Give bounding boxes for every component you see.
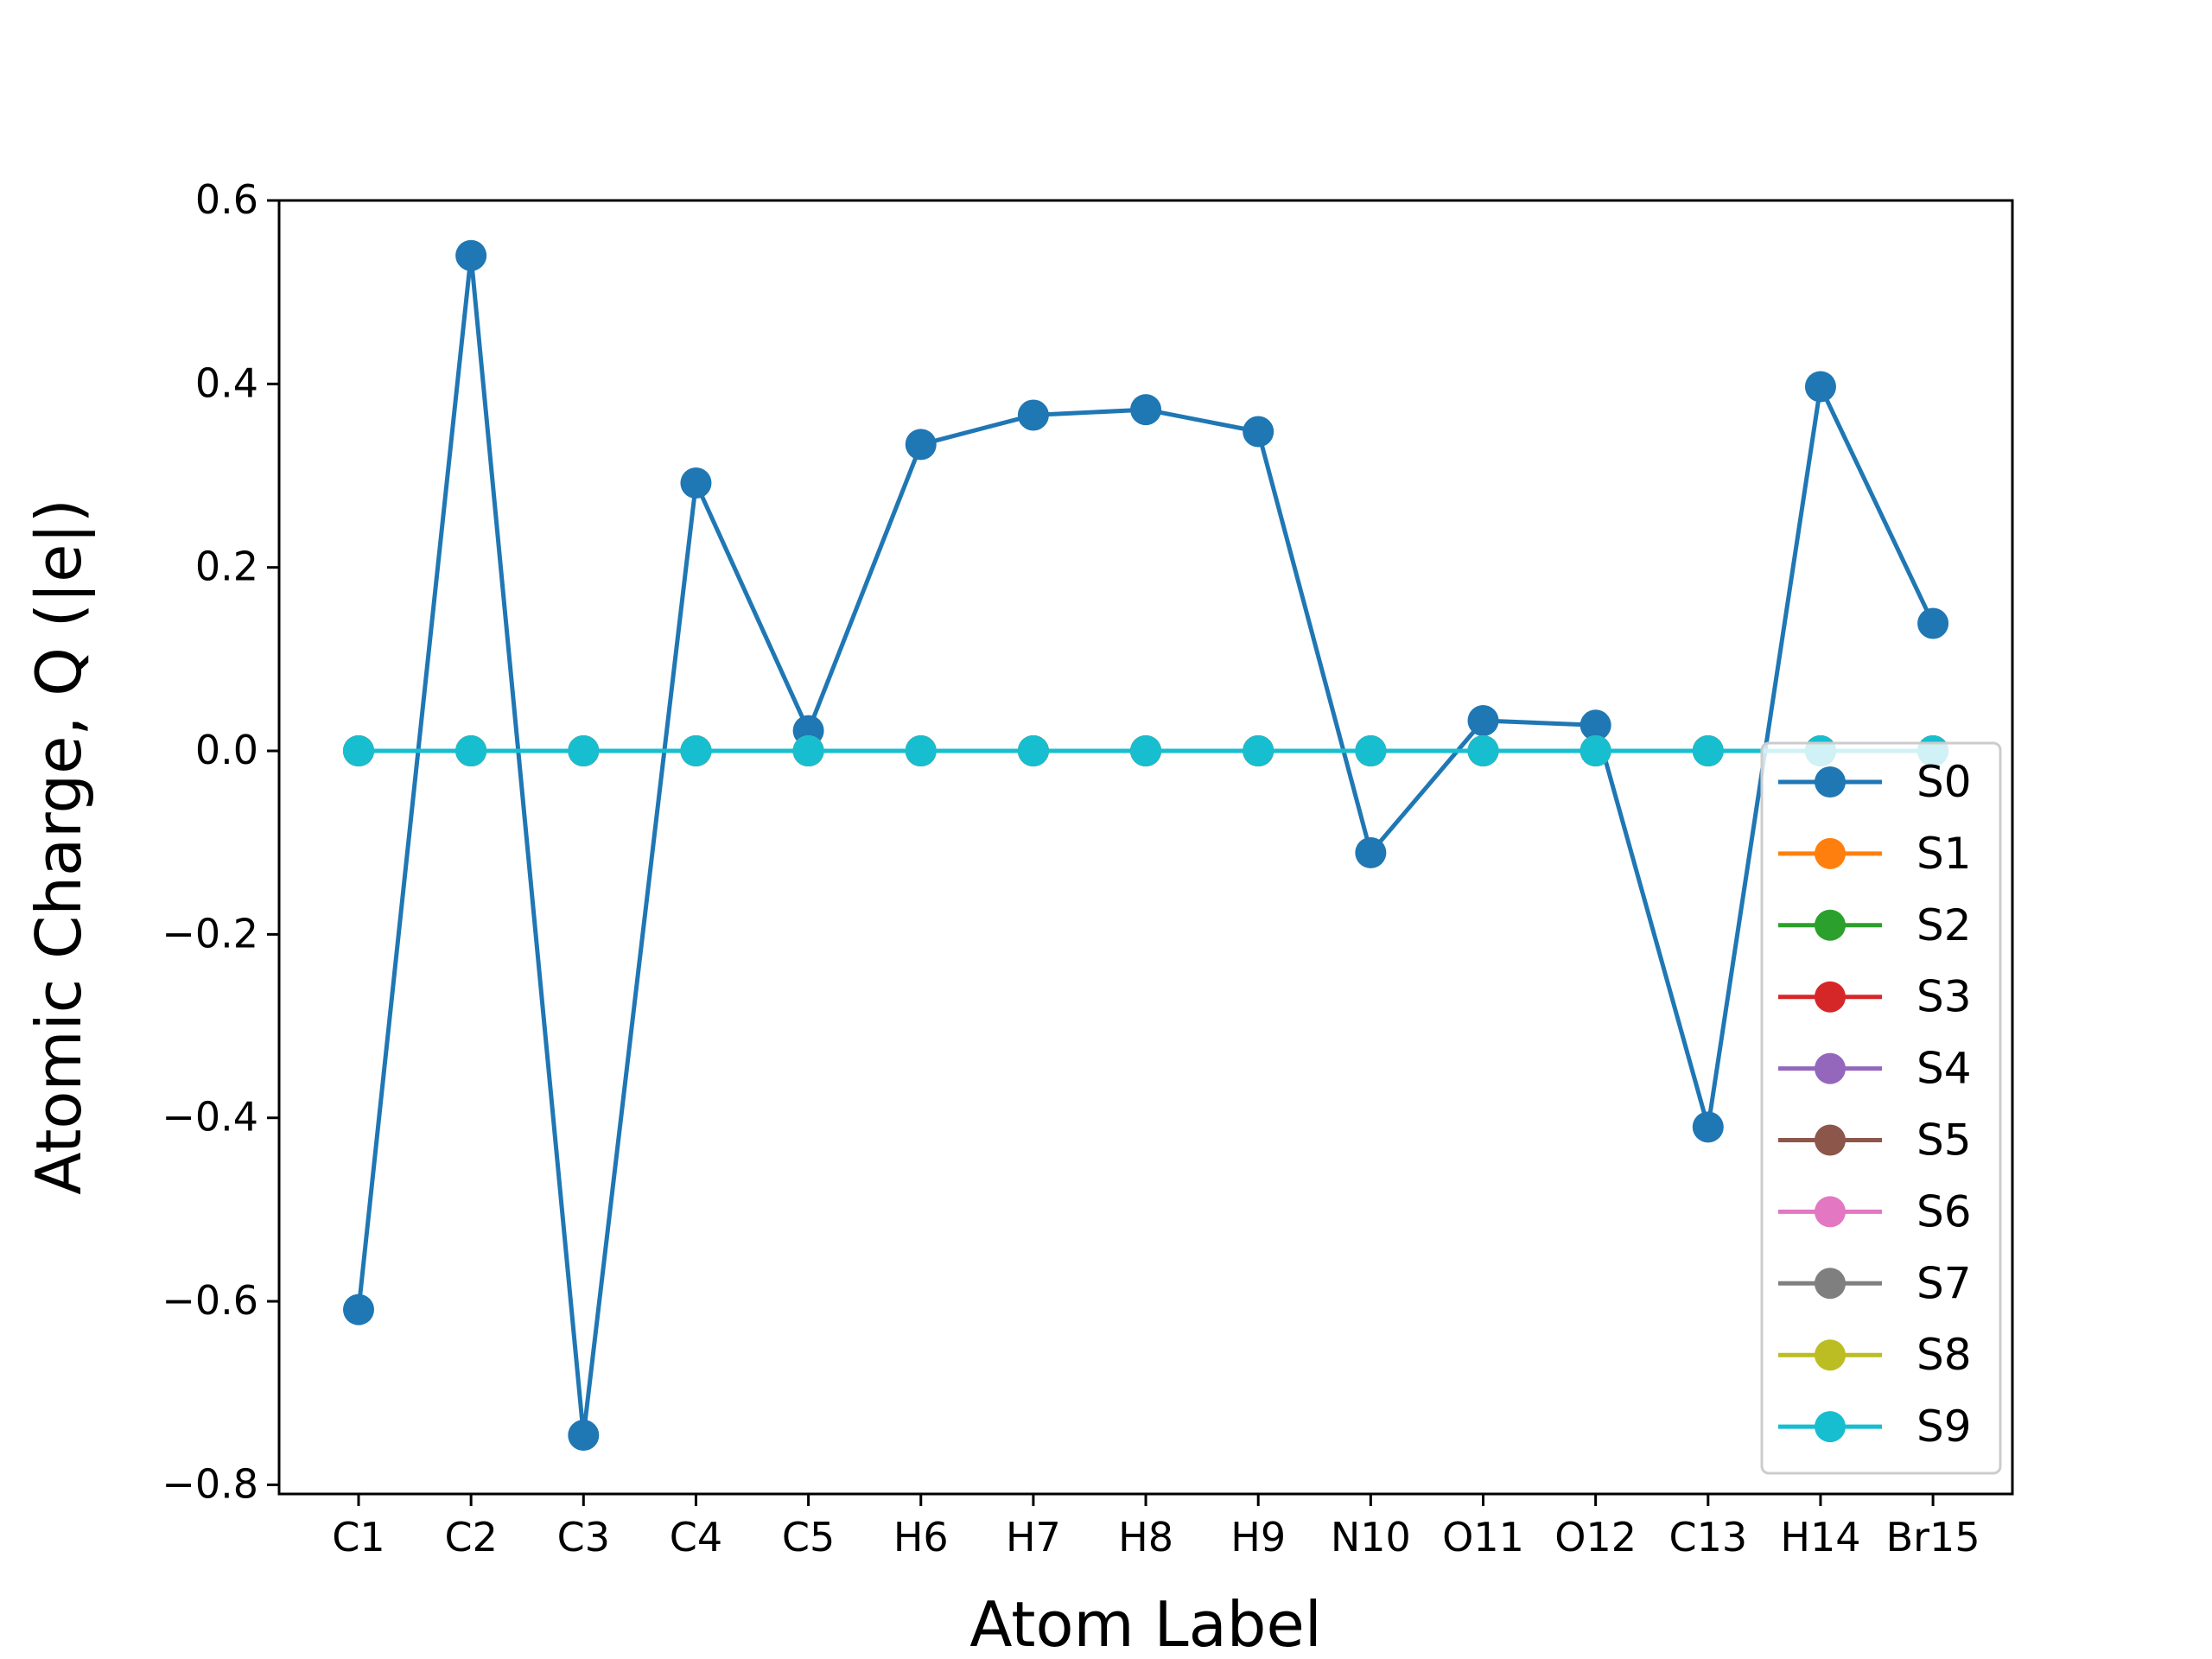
series-layer: [343, 239, 1949, 1452]
x-tick-label: C4: [670, 1514, 722, 1560]
data-point: [792, 735, 824, 767]
legend-marker: [1815, 1124, 1846, 1156]
legend-marker: [1815, 766, 1846, 798]
data-point: [680, 735, 712, 767]
legend-item: S4: [1778, 1044, 1972, 1094]
y-tick-label: 0.0: [195, 727, 258, 773]
legend-marker: [1815, 1268, 1846, 1300]
data-point: [1692, 735, 1724, 767]
x-tick-label: H6: [893, 1514, 949, 1560]
legend-item: S1: [1778, 829, 1972, 879]
data-point: [1130, 394, 1162, 426]
data-point: [1017, 399, 1049, 431]
data-point: [1580, 709, 1611, 741]
x-tick-label: C13: [1669, 1514, 1747, 1560]
legend-label: S4: [1916, 1044, 1972, 1094]
legend-label: S8: [1916, 1330, 1972, 1380]
data-point: [343, 735, 374, 767]
x-tick-label: Br15: [1886, 1514, 1980, 1560]
y-tick-label: 0.6: [195, 176, 258, 223]
legend-marker: [1815, 981, 1846, 1013]
y-tick-label: −0.2: [162, 910, 258, 957]
data-point: [1580, 735, 1611, 767]
y-tick-label: 0.2: [195, 543, 258, 590]
legend-label: S7: [1916, 1258, 1972, 1308]
y-tick-label: −0.4: [162, 1094, 258, 1141]
legend-item: S2: [1778, 900, 1972, 950]
data-point: [455, 239, 487, 271]
data-point: [1917, 607, 1949, 639]
x-tick-label: H7: [1006, 1514, 1061, 1560]
data-point: [568, 1420, 600, 1452]
x-tick-label: C2: [444, 1514, 497, 1560]
data-point: [1467, 704, 1499, 736]
legend-item: S8: [1778, 1330, 1972, 1380]
legend-item: S5: [1778, 1116, 1972, 1166]
x-tick-label: C5: [782, 1514, 835, 1560]
legend: S0 S1 S2 S3 S4 S5 S6 S7 S8 S9: [1760, 741, 2002, 1475]
data-point: [1017, 735, 1049, 767]
legend-marker: [1815, 837, 1846, 869]
legend-label: S5: [1916, 1116, 1972, 1166]
legend-marker: [1815, 909, 1846, 941]
y-axis-label: Atomic Charge, Q (|e|): [22, 499, 96, 1195]
data-point: [905, 735, 937, 767]
x-tick-label: N10: [1331, 1514, 1411, 1560]
legend-marker: [1815, 1196, 1846, 1228]
series-S9: [343, 735, 1949, 767]
x-tick-label: H9: [1230, 1514, 1286, 1560]
legend-item: S6: [1778, 1186, 1972, 1236]
data-point: [1355, 735, 1387, 767]
data-point: [343, 1294, 374, 1325]
x-axis-label: Atom Label: [969, 1588, 1322, 1659]
x-tick-label: H8: [1118, 1514, 1173, 1560]
data-point: [568, 735, 600, 767]
y-tick-label: 0.4: [195, 359, 258, 406]
data-point: [1130, 735, 1162, 767]
series-S0: [343, 239, 1949, 1452]
x-tick-label: O11: [1442, 1514, 1524, 1560]
legend-item: S0: [1778, 757, 1972, 807]
data-point: [1467, 735, 1499, 767]
legend-item: S7: [1778, 1258, 1972, 1308]
data-point: [1692, 1111, 1724, 1143]
data-point: [1355, 836, 1387, 868]
y-axis: 0.6 0.4 0.2 0.0 −0.2 −0.4 −0.6 −0.8: [162, 176, 279, 1507]
x-tick-label: C3: [557, 1514, 610, 1560]
legend-marker: [1815, 1052, 1846, 1084]
data-point: [455, 735, 487, 767]
y-tick-label: −0.6: [162, 1277, 258, 1324]
x-tick-label: C1: [332, 1514, 385, 1560]
data-point: [1804, 371, 1836, 403]
x-tick-label: O12: [1554, 1514, 1637, 1560]
legend-label: S3: [1916, 972, 1972, 1022]
data-point: [905, 429, 937, 461]
legend-marker: [1815, 1339, 1846, 1371]
x-axis: C1 C2 C3 C4 C5 H6 H7 H8 H9 N10 O11 O12 C13 H14 Br15: [332, 1494, 1980, 1560]
data-point: [680, 467, 712, 499]
data-point: [1243, 735, 1274, 767]
legend-label: S1: [1916, 829, 1972, 879]
legend-label: S6: [1916, 1186, 1972, 1236]
legend-marker: [1815, 1411, 1846, 1443]
legend-item: S9: [1778, 1402, 1972, 1452]
data-point: [1243, 416, 1274, 448]
legend-label: S2: [1916, 900, 1972, 950]
x-tick-label: H14: [1780, 1514, 1860, 1560]
legend-item: S3: [1778, 972, 1972, 1022]
y-tick-label: −0.8: [162, 1460, 258, 1507]
legend-label: S9: [1916, 1402, 1972, 1452]
legend-label: S0: [1916, 757, 1972, 807]
